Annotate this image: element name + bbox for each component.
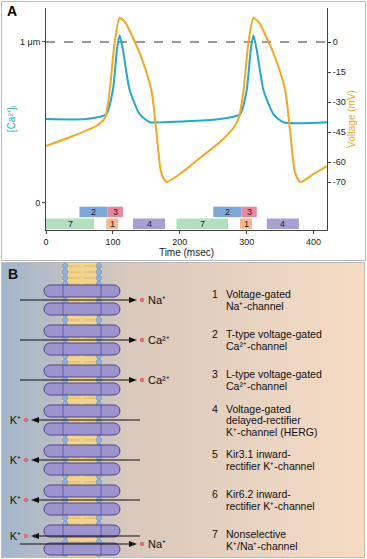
svg-text:0: 0 [333, 37, 338, 47]
svg-text:Nonselective: Nonselective [226, 528, 286, 540]
svg-text:-70: -70 [333, 177, 346, 187]
svg-text:5: 5 [212, 448, 218, 460]
svg-text:1: 1 [110, 219, 115, 229]
svg-text:Ca²⁺-channel: Ca²⁺-channel [226, 380, 287, 392]
svg-text:K⁺/Na⁺-channel: K⁺/Na⁺-channel [226, 540, 298, 552]
svg-text:T-type voltage-gated: T-type voltage-gated [226, 328, 322, 340]
svg-text:4: 4 [147, 219, 152, 229]
svg-text:Na⁺: Na⁺ [148, 538, 166, 550]
svg-text:Time (msec): Time (msec) [159, 247, 214, 258]
svg-text:4: 4 [280, 219, 285, 229]
svg-text:3: 3 [212, 368, 218, 380]
svg-text:-30: -30 [333, 97, 346, 107]
svg-text:Voltage-gated: Voltage-gated [226, 288, 291, 300]
svg-text:4: 4 [212, 403, 218, 415]
svg-text:L-type voltage-gated: L-type voltage-gated [226, 368, 322, 380]
svg-text:6: 6 [212, 488, 218, 500]
svg-text:1: 1 [212, 288, 218, 300]
svg-text:2: 2 [212, 328, 218, 340]
svg-text:K⁺: K⁺ [10, 494, 21, 506]
svg-text:400: 400 [306, 237, 321, 247]
svg-text:-15: -15 [333, 67, 346, 77]
svg-text:Na⁺-channel: Na⁺-channel [226, 300, 284, 312]
svg-text:Ca²⁺: Ca²⁺ [148, 334, 170, 346]
svg-text:Voltage-gated: Voltage-gated [226, 403, 291, 415]
svg-text:-60: -60 [333, 157, 346, 167]
svg-text:K⁺-channel (HERG): K⁺-channel (HERG) [226, 426, 318, 438]
svg-text:K⁺: K⁺ [10, 530, 21, 542]
svg-text:2: 2 [225, 207, 230, 217]
html-text:A: A [7, 3, 18, 19]
svg-text:[Ca²⁺]ᵢ: [Ca²⁺]ᵢ [6, 105, 17, 132]
svg-text:Ca²⁺-channel: Ca²⁺-channel [226, 340, 287, 352]
svg-text:rectifier K⁺-channel: rectifier K⁺-channel [226, 500, 315, 512]
svg-text:0: 0 [43, 237, 48, 247]
svg-text:Voltage (mV): Voltage (mV) [346, 90, 357, 148]
svg-text:-45: -45 [333, 127, 346, 137]
svg-text:Kir6.2 inward-: Kir6.2 inward- [226, 488, 291, 500]
svg-text:3: 3 [247, 207, 252, 217]
svg-text:200: 200 [172, 237, 187, 247]
svg-text:K⁺: K⁺ [10, 414, 21, 426]
svg-text:7: 7 [200, 219, 205, 229]
svg-text:Na⁺: Na⁺ [148, 294, 166, 306]
svg-text:100: 100 [105, 237, 120, 247]
svg-text:Kir3.1 inward-: Kir3.1 inward- [226, 448, 291, 460]
svg-text:2: 2 [91, 207, 96, 217]
svg-text:0: 0 [35, 198, 40, 208]
svg-text:300: 300 [239, 237, 254, 247]
svg-text:B: B [8, 266, 18, 282]
svg-text:3: 3 [113, 207, 118, 217]
svg-text:K⁺: K⁺ [10, 454, 21, 466]
svg-text:7: 7 [212, 528, 218, 540]
svg-text:1: 1 [244, 219, 249, 229]
svg-text:1 μm: 1 μm [20, 37, 40, 47]
svg-text:Ca²⁺: Ca²⁺ [148, 374, 170, 386]
svg-text:rectifier K⁺-channel: rectifier K⁺-channel [226, 460, 315, 472]
svg-text:delayed-rectifier: delayed-rectifier [226, 414, 301, 426]
svg-text:7: 7 [68, 219, 73, 229]
